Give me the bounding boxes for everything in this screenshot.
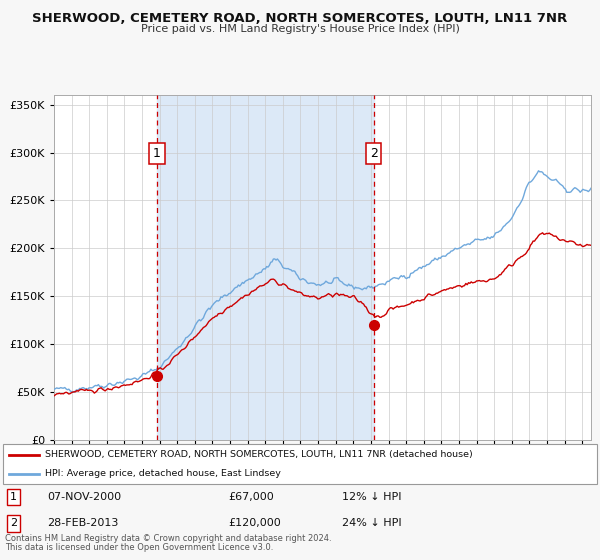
Text: 28-FEB-2013: 28-FEB-2013: [47, 519, 119, 529]
Text: 24% ↓ HPI: 24% ↓ HPI: [341, 519, 401, 529]
Text: Price paid vs. HM Land Registry's House Price Index (HPI): Price paid vs. HM Land Registry's House …: [140, 24, 460, 34]
Text: HPI: Average price, detached house, East Lindsey: HPI: Average price, detached house, East…: [44, 469, 280, 478]
Text: 12% ↓ HPI: 12% ↓ HPI: [341, 492, 401, 502]
Text: SHERWOOD, CEMETERY ROAD, NORTH SOMERCOTES, LOUTH, LN11 7NR (detached house): SHERWOOD, CEMETERY ROAD, NORTH SOMERCOTE…: [44, 450, 472, 459]
Bar: [157, 95, 374, 440]
Text: £67,000: £67,000: [229, 492, 274, 502]
Text: 1: 1: [153, 147, 161, 160]
Text: This data is licensed under the Open Government Licence v3.0.: This data is licensed under the Open Gov…: [5, 543, 273, 552]
FancyBboxPatch shape: [3, 444, 597, 484]
Text: 2: 2: [10, 519, 17, 529]
Text: 1: 1: [10, 492, 17, 502]
Text: £120,000: £120,000: [229, 519, 281, 529]
Text: SHERWOOD, CEMETERY ROAD, NORTH SOMERCOTES, LOUTH, LN11 7NR: SHERWOOD, CEMETERY ROAD, NORTH SOMERCOTE…: [32, 12, 568, 25]
Text: Contains HM Land Registry data © Crown copyright and database right 2024.: Contains HM Land Registry data © Crown c…: [5, 534, 331, 543]
Text: 2: 2: [370, 147, 378, 160]
Text: 07-NOV-2000: 07-NOV-2000: [47, 492, 122, 502]
